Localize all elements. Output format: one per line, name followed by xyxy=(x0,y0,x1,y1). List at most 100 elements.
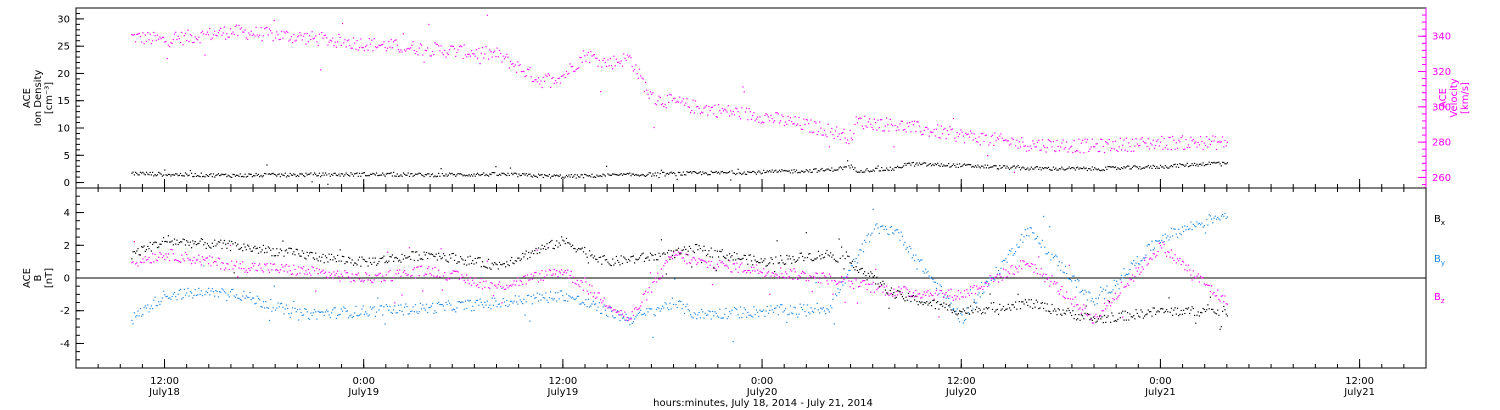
velocity-series-point xyxy=(750,118,753,120)
velocity-series-point xyxy=(805,119,807,121)
by-series-point xyxy=(382,314,384,316)
velocity-series-point xyxy=(859,117,861,119)
bz-series-point xyxy=(1062,295,1064,297)
bz-series-point xyxy=(327,277,329,279)
bx-series-point xyxy=(468,263,470,265)
density-series-point xyxy=(239,173,241,175)
velocity-series-point xyxy=(513,66,515,68)
density-series-point xyxy=(1036,166,1039,168)
bx-series-point xyxy=(923,302,925,304)
velocity-series-point xyxy=(1100,138,1102,140)
density-series-point xyxy=(1197,165,1199,167)
bx-series-point xyxy=(847,255,849,257)
bz-series-point xyxy=(517,277,519,279)
by-series-point xyxy=(423,307,425,309)
bx-series-point xyxy=(423,251,425,253)
density-series-point xyxy=(1102,169,1104,171)
bx-series-point xyxy=(254,245,256,247)
bx-series-point xyxy=(655,259,658,261)
velocity-series-point xyxy=(1029,145,1031,147)
bz-series-point xyxy=(414,277,417,279)
bz-series-point xyxy=(468,283,470,285)
density-series-point xyxy=(438,172,440,174)
bz-series-point xyxy=(1061,286,1063,288)
velocity-series-point xyxy=(943,128,945,131)
left-tick-label: 20 xyxy=(57,69,70,80)
velocity-series-point xyxy=(1050,141,1052,143)
by-series-point xyxy=(195,294,197,296)
x-tick-day-label: July19 xyxy=(347,387,379,398)
velocity-series-point xyxy=(494,50,496,52)
density-series-point xyxy=(1140,168,1142,170)
velocity-series-point xyxy=(187,29,189,31)
velocity-series-point xyxy=(638,68,641,70)
bx-series-point xyxy=(811,260,813,262)
bx-series-point xyxy=(957,313,959,315)
bx-series-point xyxy=(669,258,671,260)
bz-series-point xyxy=(562,274,564,276)
bx-series-point xyxy=(1163,312,1165,314)
bx-series-point xyxy=(1123,319,1125,321)
bz-series-point xyxy=(1044,281,1046,283)
bz-series-point xyxy=(624,311,626,313)
density-series-point xyxy=(408,175,411,177)
bx-series-point xyxy=(215,245,217,247)
by-series-point xyxy=(531,303,533,305)
density-series-point xyxy=(912,161,914,164)
by-series-point xyxy=(612,315,614,317)
velocity-series-point xyxy=(550,86,552,88)
bx-series-point xyxy=(453,259,456,261)
bz-series-point xyxy=(475,285,477,287)
by-series-point xyxy=(580,303,582,305)
bx-series-point xyxy=(1075,319,1078,321)
density-series-point xyxy=(1204,164,1207,166)
bz-series-point xyxy=(169,259,171,262)
bx-series-point xyxy=(435,253,437,255)
bx-series-point xyxy=(545,248,547,250)
velocity-series-point xyxy=(194,36,196,38)
by-series-point xyxy=(1058,261,1060,263)
velocity-series-point xyxy=(764,114,766,116)
bz-series-point xyxy=(188,259,190,261)
by-series-point xyxy=(950,302,952,304)
by-series-point xyxy=(182,297,184,299)
density-series-point xyxy=(1218,161,1220,163)
velocity-series-point xyxy=(704,106,706,108)
bx-series-point xyxy=(153,242,155,244)
by-series-point xyxy=(1075,286,1078,288)
velocity-series-point xyxy=(240,27,243,29)
velocity-series-point xyxy=(855,116,857,118)
by-series-point xyxy=(774,307,776,309)
bz-series-point xyxy=(795,277,798,279)
density-series-point xyxy=(135,171,137,173)
velocity-series-point xyxy=(853,133,855,135)
velocity-series-point xyxy=(508,67,510,69)
by-series-point xyxy=(1008,249,1011,251)
density-series-point xyxy=(172,174,174,176)
by-series-point xyxy=(206,292,208,294)
by-series-point xyxy=(747,311,749,313)
density-series-point xyxy=(433,176,435,178)
by-series-point xyxy=(260,305,262,307)
by-series-point xyxy=(744,309,746,311)
velocity-series-point xyxy=(391,47,393,49)
velocity-series-point xyxy=(760,122,762,124)
velocity-series-point xyxy=(827,123,829,125)
bx-series-point xyxy=(1220,326,1222,328)
bx-series-point xyxy=(643,260,645,262)
bz-series-point xyxy=(943,296,945,299)
by-series-point xyxy=(856,262,858,264)
by-series-point xyxy=(640,309,642,311)
density-series-point xyxy=(285,176,288,178)
velocity-series-point xyxy=(248,32,250,34)
bz-series-point xyxy=(508,285,510,287)
bz-series-point xyxy=(311,266,313,268)
by-series-point xyxy=(584,304,586,306)
bx-series-point xyxy=(687,250,689,252)
density-series-point xyxy=(293,173,295,175)
bz-series-point xyxy=(145,259,148,261)
velocity-series-point xyxy=(348,39,350,41)
velocity-series-point xyxy=(1209,143,1211,145)
bz-series-point xyxy=(1103,302,1106,304)
by-series-point xyxy=(641,314,643,316)
